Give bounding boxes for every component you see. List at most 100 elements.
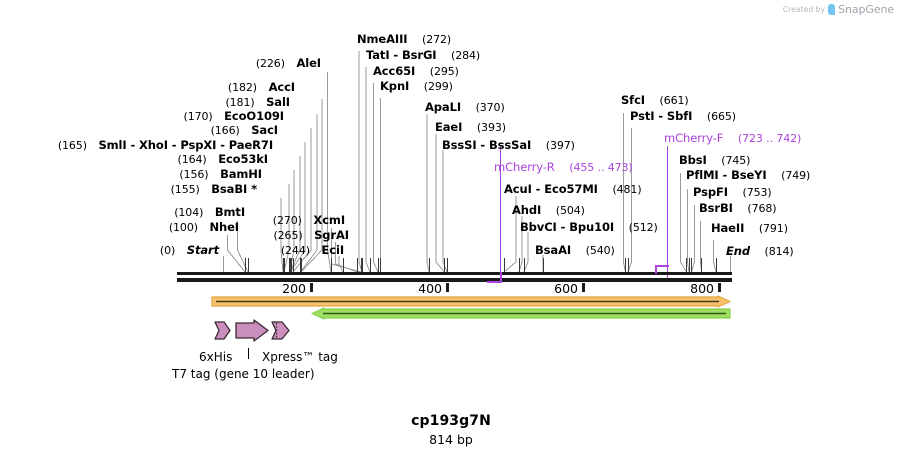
- site-position: (284): [451, 49, 481, 62]
- site-position: (100): [168, 221, 198, 234]
- site-label-ahdi[interactable]: AhdI (504): [512, 204, 585, 217]
- site-position: (170): [183, 110, 213, 123]
- site-label-pspfi[interactable]: PspFI (753): [693, 186, 772, 199]
- site-label-sgrai[interactable]: (265) SgrAI: [273, 229, 349, 242]
- enzyme-name: NmeAIII: [357, 32, 408, 46]
- site-position: (265): [273, 229, 303, 242]
- site-label-bmti[interactable]: (104) BmtI: [174, 206, 245, 219]
- site-label-kpni[interactable]: KpnI (299): [380, 80, 453, 93]
- site-position: (104): [174, 206, 204, 219]
- primer-label-mcherry-f[interactable]: mCherry-F (723 .. 742): [664, 132, 801, 145]
- enzyme-name: HaeII: [711, 221, 745, 235]
- site-position: (244): [280, 244, 310, 257]
- site-label-tati-bsrgi[interactable]: TatI - BsrGI (284): [366, 49, 480, 62]
- map-title-block: cp193g7N 814 bp: [0, 413, 902, 447]
- site-label-sali[interactable]: (181) SalI: [225, 96, 290, 109]
- enzyme-name: XcmI: [313, 213, 345, 227]
- site-label-bsabi[interactable]: (155) BsaBI *: [171, 183, 257, 196]
- site-label-nhei[interactable]: (100) NheI: [169, 221, 239, 234]
- enzyme-name: KpnI: [380, 79, 410, 93]
- site-position: (156): [179, 168, 209, 181]
- primer-label-mcherry-r[interactable]: mCherry-R (455 .. 473): [494, 161, 633, 174]
- site-label-ecoo109i[interactable]: (170) EcoO109I: [184, 110, 285, 123]
- site-label-eco53ki[interactable]: (164) Eco53kI: [177, 152, 269, 166]
- axis-tick-200: [310, 283, 313, 292]
- enzyme-name: BmtI: [214, 205, 245, 219]
- site-label-end[interactable]: End (814): [726, 245, 794, 258]
- site-label-sfci[interactable]: SfcI (661): [621, 94, 689, 107]
- primer-range: (723 .. 742): [737, 132, 802, 145]
- sequence-backbone[interactable]: [177, 272, 732, 282]
- axis-tick-800: [718, 283, 721, 292]
- site-position: (661): [659, 94, 689, 107]
- site-label-start[interactable]: (0) Start: [160, 244, 219, 257]
- primer-mark-mcherry-r[interactable]: [487, 272, 503, 289]
- site-label-bsssi-bsssai[interactable]: BssSI - BssSaI (397): [442, 139, 575, 152]
- site-position: (272): [422, 33, 452, 46]
- site-position: (164): [177, 153, 207, 166]
- site-position: (270): [272, 214, 302, 227]
- site-position: (299): [423, 80, 453, 93]
- feature-connector-tick: [248, 348, 249, 359]
- site-label-bamhi[interactable]: (156) BamHI: [179, 168, 262, 181]
- feature-arrow-xpress: [271, 321, 290, 340]
- enzyme-name: TatI - BsrGI: [366, 48, 437, 62]
- enzyme-name: Eco53kI: [218, 152, 268, 166]
- feature-label-6xhis[interactable]: 6xHis: [199, 350, 233, 364]
- site-label-bsrbi[interactable]: BsrBI (768): [699, 202, 777, 215]
- primer-name: mCherry-R: [494, 160, 555, 174]
- enzyme-name: BsaBI *: [211, 182, 257, 196]
- enzyme-name: PspFI: [693, 185, 728, 199]
- site-position: (504): [555, 204, 585, 217]
- site-label-smli-xhoi-pspxi-paer7i[interactable]: (165) SmlI - XhoI - PspXI - PaeR7I: [58, 139, 273, 152]
- site-position: (226): [255, 57, 285, 70]
- enzyme-name: AhdI: [512, 203, 542, 217]
- enzyme-name: EcoO109I: [224, 109, 284, 123]
- site-label-apali[interactable]: ApaLI (370): [425, 101, 505, 114]
- site-label-bsaai[interactable]: BsaAI (540): [535, 244, 615, 257]
- site-position: (165): [57, 139, 87, 152]
- axis-label-800: 800: [690, 281, 714, 296]
- site-label-acci[interactable]: (182) AccI: [228, 81, 295, 94]
- site-position: (665): [706, 110, 736, 123]
- enzyme-name: BamHI: [220, 167, 262, 181]
- site-label-bbsi[interactable]: BbsI (745): [679, 154, 750, 167]
- enzyme-name: EaeI: [435, 120, 463, 134]
- site-label-pflmi-bseyi[interactable]: PflMI - BseYI (749): [686, 169, 810, 182]
- site-label-bbvci-bpu10i[interactable]: BbvCI - Bpu10I (512): [520, 221, 658, 234]
- axis-label-200: 200: [282, 281, 306, 296]
- primer-mark-mcherry-f[interactable]: [655, 265, 671, 274]
- axis-label-600: 600: [554, 281, 578, 296]
- feature-tag-arrows[interactable]: [212, 319, 296, 343]
- site-label-xcmi[interactable]: (270) XcmI: [273, 214, 345, 227]
- axis-label-400: 400: [418, 281, 442, 296]
- site-label-eaei[interactable]: EaeI (393): [435, 121, 506, 134]
- orf-arrow-forward[interactable]: [210, 295, 732, 308]
- site-position: (814): [764, 245, 794, 258]
- enzyme-name: AleI: [296, 56, 321, 70]
- site-position: (791): [758, 222, 788, 235]
- site-label-ecii[interactable]: (244) EciI: [281, 244, 344, 257]
- feature-label-t7-tag[interactable]: T7 tag (gene 10 leader): [172, 367, 315, 381]
- site-position: (155): [170, 183, 200, 196]
- orf-arrow-reverse[interactable]: [308, 307, 732, 320]
- enzyme-name: ApaLI: [425, 100, 461, 114]
- site-label-saci[interactable]: (166) SacI: [211, 124, 279, 137]
- primer-range: (455 .. 473): [569, 161, 633, 174]
- site-position: (397): [545, 139, 575, 152]
- site-label-acui-eco57mi[interactable]: AcuI - Eco57MI (481): [504, 183, 642, 196]
- site-label-alei[interactable]: (226) AleI: [256, 57, 321, 70]
- enzyme-name: SmlI - XhoI - PspXI - PaeR7I: [98, 138, 273, 152]
- site-label-acc65i[interactable]: Acc65I (295): [373, 65, 459, 78]
- primer-mark-bar: [487, 281, 501, 283]
- enzyme-name: PstI - SbfI: [630, 109, 693, 123]
- site-label-nmeaiii[interactable]: NmeAIII (272): [357, 33, 451, 46]
- feature-label-xpress-tag[interactable]: Xpress™ tag: [262, 350, 338, 364]
- site-position: (749): [781, 169, 811, 182]
- site-label-psti-sbfi[interactable]: PstI - SbfI (665): [630, 110, 736, 123]
- feature-arrow-t7tag: [235, 319, 269, 342]
- site-label-haeii[interactable]: HaeII (791): [711, 222, 788, 235]
- backbone-top-strand: [177, 272, 732, 275]
- site-position: (540): [585, 244, 615, 257]
